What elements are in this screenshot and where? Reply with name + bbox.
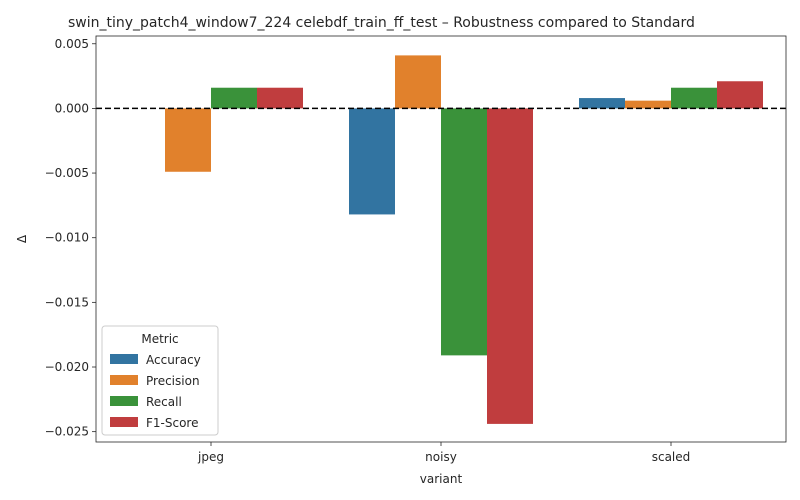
legend-swatch [110, 396, 138, 406]
legend-title: Metric [141, 332, 178, 346]
legend-entry: Precision [146, 374, 200, 388]
legend-swatch [110, 354, 138, 364]
x-axis-label: variant [420, 472, 463, 486]
y-tick-label: −0.010 [45, 231, 89, 245]
bar-accuracy-noisy [349, 108, 395, 215]
chart-title: swin_tiny_patch4_window7_224 celebdf_tra… [68, 15, 695, 31]
legend-entry: Recall [146, 395, 182, 409]
legend-swatch [110, 417, 138, 427]
bar-recall-jpeg [211, 87, 257, 109]
y-axis: −0.025 −0.020 −0.015 −0.010 −0.005 0.000 0.005 [45, 37, 96, 439]
x-tick-label: scaled [652, 450, 691, 464]
bar-recall-noisy [441, 108, 487, 356]
y-axis-label: Δ [15, 234, 29, 243]
plot-area [96, 55, 786, 424]
y-tick-label: 0.000 [55, 101, 89, 115]
bar-precision-jpeg [165, 108, 211, 172]
bar-recall-scaled [671, 87, 717, 109]
y-tick-label: −0.020 [45, 360, 89, 374]
bar-f1-score-jpeg [257, 87, 303, 109]
bar-precision-noisy [395, 55, 441, 109]
y-tick-label: −0.015 [45, 295, 89, 309]
legend-entry: F1-Score [146, 416, 198, 430]
y-tick-label: −0.025 [45, 425, 89, 439]
bar-f1-score-noisy [487, 108, 533, 424]
y-tick-label: −0.005 [45, 166, 89, 180]
legend-swatch [110, 375, 138, 385]
bar-f1-score-scaled [717, 81, 763, 109]
bar-accuracy-scaled [579, 98, 625, 109]
x-axis: jpeg noisy scaled [197, 442, 690, 464]
bar-precision-scaled [625, 100, 671, 109]
legend: Metric Accuracy Precision Recall F1-Score [101, 325, 219, 436]
x-tick-label: jpeg [197, 450, 224, 464]
y-tick-label: 0.005 [55, 37, 89, 51]
legend-entry: Accuracy [146, 353, 201, 367]
x-tick-label: noisy [425, 450, 457, 464]
legend-box [101, 325, 219, 436]
